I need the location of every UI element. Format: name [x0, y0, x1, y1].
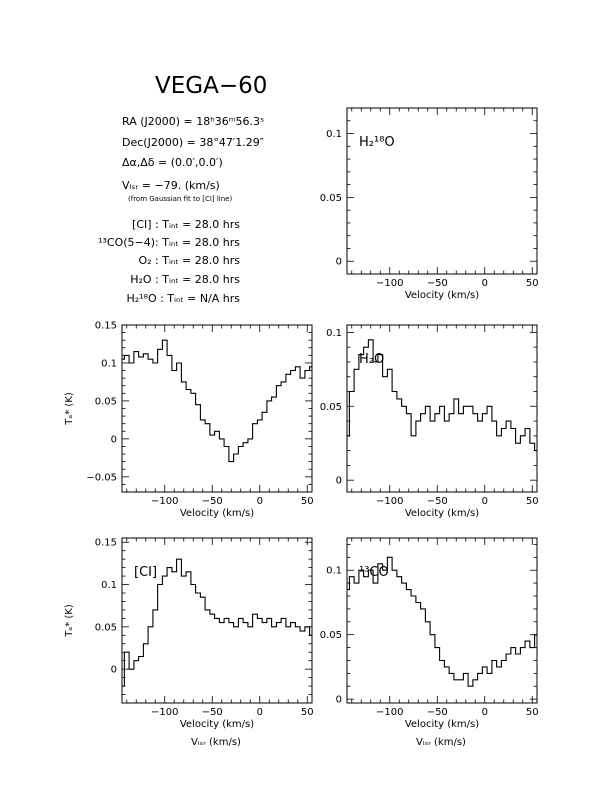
y-tick-label: 0 — [336, 695, 342, 706]
observation-info: RA (J2000) = 18ʰ36ᵐ56.3ˢ Dec(J2000) = 38… — [98, 115, 264, 305]
x-tick-label: 0 — [482, 707, 488, 718]
panel-frame — [121, 324, 313, 493]
x-tick-label: −100 — [376, 496, 403, 507]
x-tick-label: 50 — [526, 707, 539, 718]
y-tick-label: 0.05 — [320, 630, 342, 641]
y-tick-label: 0.05 — [95, 622, 117, 633]
y-tick-label: 0.05 — [320, 193, 342, 204]
x-tick-label: 50 — [301, 707, 314, 718]
vlsr-text: Vₗₛᵣ = −79. (km/s) — [122, 179, 220, 192]
panel-frame — [346, 537, 538, 704]
spectrum-line-0 — [347, 339, 537, 452]
y-tick-label: 0 — [336, 257, 342, 268]
x-tick-label: 0 — [482, 496, 488, 507]
vlsr-axis-label-right: Vₗₛᵣ (km/s) — [416, 737, 466, 748]
vlsr-axis-label-left: Vₗₛᵣ (km/s) — [191, 737, 241, 748]
spectrum-line-0 — [347, 556, 537, 687]
offset-text: Δα,Δδ = (0.0′,0.0′) — [122, 156, 223, 169]
integration-line-3: H₂O : Tᵢₙₜ = 28.0 hrs — [130, 273, 240, 286]
x-tick-label: −50 — [427, 278, 448, 289]
y-tick-label: 0.05 — [95, 396, 117, 407]
panel-H2_18O: −100 −50 0 50 0 0.05 0.1 Velocity (km/s) H₂¹⁸O — [320, 107, 539, 301]
x-tick-label: −50 — [427, 496, 448, 507]
y-tick-label: 0.1 — [326, 328, 342, 339]
panel-label: H₂¹⁸O — [359, 135, 395, 150]
x-tick-label: 50 — [526, 496, 539, 507]
integration-line-0: [CI] : Tᵢₙₜ = 28.0 hrs — [132, 218, 240, 231]
x-tick-label: −50 — [427, 707, 448, 718]
x-tick-label: 0 — [257, 496, 263, 507]
x-axis-label: Velocity (km/s) — [405, 290, 479, 301]
x-axis-label: Velocity (km/s) — [405, 719, 479, 730]
y-tick-label: 0 — [111, 665, 117, 676]
ra-text: RA (J2000) = 18ʰ36ᵐ56.3ˢ — [122, 115, 264, 128]
x-tick-label: 50 — [301, 496, 314, 507]
panel-O2: −100 −50 0 50 −0.05 0 0.05 0.1 0.15 Velocity (km/… — [64, 321, 314, 520]
y-axis-label: Tₐ* (K) — [64, 604, 75, 638]
x-tick-label: −100 — [376, 707, 403, 718]
integration-line-2: O₂ : Tᵢₙₜ = 28.0 hrs — [138, 254, 240, 267]
x-axis-label: Velocity (km/s) — [180, 508, 254, 519]
panel-CI: −100 −50 0 50 0 0.05 0.1 0.15 Velocity (km/s) Tₐ*… — [64, 537, 314, 730]
y-tick-label: 0.15 — [95, 321, 117, 332]
x-tick-label: −100 — [151, 496, 178, 507]
dec-text: Dec(J2000) = 38°47′1.29″ — [122, 136, 264, 149]
x-tick-label: 0 — [482, 278, 488, 289]
x-tick-label: −100 — [376, 278, 403, 289]
figure-title: VEGA−60 — [155, 73, 267, 99]
y-tick-label: 0.05 — [320, 402, 342, 413]
panel-frame — [121, 537, 313, 704]
y-tick-label: 0.1 — [101, 580, 117, 591]
x-tick-label: −50 — [202, 496, 223, 507]
y-axis-label: Tₐ* (K) — [64, 392, 75, 426]
x-tick-label: 50 — [526, 278, 539, 289]
y-tick-label: 0.15 — [95, 538, 117, 549]
x-tick-label: −50 — [202, 707, 223, 718]
y-tick-label: 0.1 — [326, 129, 342, 140]
panel-label: [CI] — [134, 565, 157, 580]
integration-line-4: H₂¹⁸O : Tᵢₙₜ = N/A hrs — [126, 292, 240, 305]
y-tick-label: −0.05 — [86, 472, 117, 483]
y-tick-label: 0 — [336, 476, 342, 487]
x-tick-label: −100 — [151, 707, 178, 718]
y-tick-label: 0 — [111, 434, 117, 445]
spectrum-line-0 — [122, 558, 312, 687]
panel-frame — [346, 324, 538, 493]
integration-line-1: ¹³CO(5−4): Tᵢₙₜ = 28.0 hrs — [98, 236, 240, 249]
x-axis-label: Velocity (km/s) — [405, 508, 479, 519]
spectrum-line-0 — [122, 339, 312, 463]
x-axis-label: Velocity (km/s) — [180, 719, 254, 730]
y-tick-label: 0.1 — [101, 358, 117, 369]
panel-frame — [346, 107, 538, 275]
vlsr-note: (from Gaussian fit to [CI] line) — [128, 195, 232, 203]
x-tick-label: 0 — [257, 707, 263, 718]
y-tick-label: 0.1 — [326, 566, 342, 577]
